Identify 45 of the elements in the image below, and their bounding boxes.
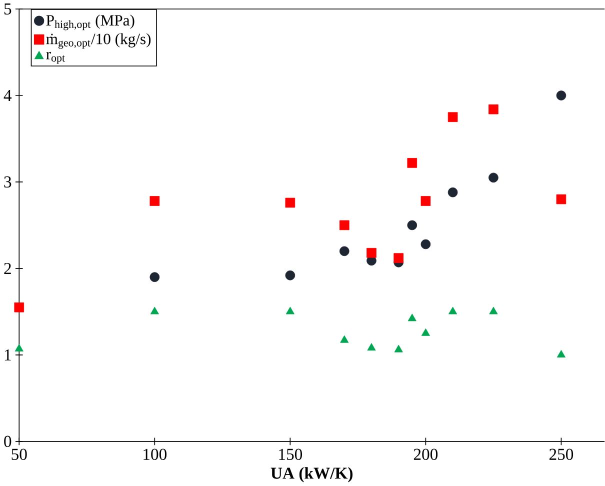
point [421,328,430,336]
point [448,306,458,314]
point [150,196,160,206]
x-axis-title: UA (kW/K) [270,467,353,482]
point [448,188,458,198]
point [420,239,431,250]
point [339,220,350,230]
y-tick-label: 0 [4,436,12,448]
point [407,158,418,168]
point [366,248,376,258]
legend-label: ṁ$_{geo,opt}$/10 (kg/s) [46,33,151,49]
point [394,253,404,264]
x-tick-label: 200 [414,448,438,460]
point [556,194,566,204]
y-tick-label: 4 [4,90,12,102]
x-tick-label: 250 [549,448,574,460]
point [420,196,431,206]
point [340,335,349,343]
point [150,306,159,314]
point [556,90,566,101]
x-tick-label: 50 [12,448,27,460]
point [394,344,403,352]
point [339,246,350,256]
point [488,104,498,114]
point [448,112,458,122]
point [285,198,296,208]
point [286,306,294,314]
point [14,344,24,352]
y-tick-label: 2 [4,263,11,274]
point [285,270,296,280]
point [14,302,24,312]
point [408,314,416,322]
point [407,220,418,230]
x-tick-label: 150 [279,448,302,460]
point [489,306,498,314]
y-tick-label: 3 [4,176,12,188]
y-tick-label: 5 [4,4,12,15]
y-tick-label: 1 [4,350,11,361]
legend-label: r$_{opt}$ [46,52,65,64]
point [488,172,498,183]
point [150,272,160,282]
point [367,343,376,351]
legend-label: P$_{high,opt}$ (MPa) [46,14,134,30]
point [556,350,566,358]
x-tick-label: 100 [144,448,166,460]
